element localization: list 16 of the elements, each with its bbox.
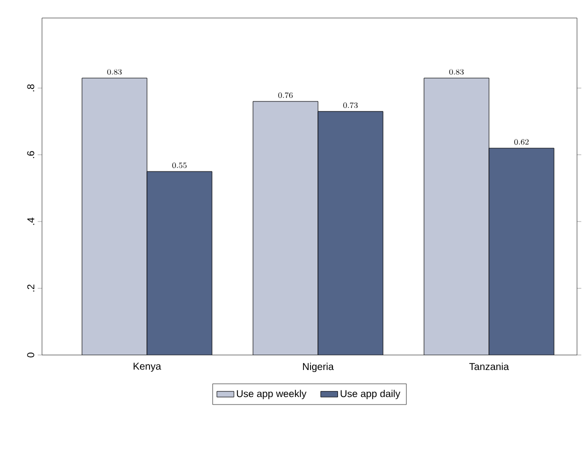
y-tick-label: .2 — [27, 284, 34, 292]
legend-label: Use app daily — [340, 390, 400, 400]
x-tick-label: Kenya — [134, 362, 162, 372]
x-tick-label: Nigeria — [303, 362, 334, 372]
bar — [252, 101, 318, 355]
bar — [82, 78, 148, 355]
legend-label: Use app weekly — [236, 390, 306, 400]
bar — [424, 78, 490, 355]
bar — [488, 148, 554, 355]
y-tick-label: .4 — [27, 218, 34, 225]
y-tick-label: .8 — [27, 84, 34, 92]
y-tick-label: 0 — [27, 352, 34, 358]
y-tick-label: .6 — [27, 151, 34, 158]
x-tick-label: Tanzania — [469, 362, 509, 370]
bar — [318, 111, 384, 355]
bar — [147, 171, 212, 355]
